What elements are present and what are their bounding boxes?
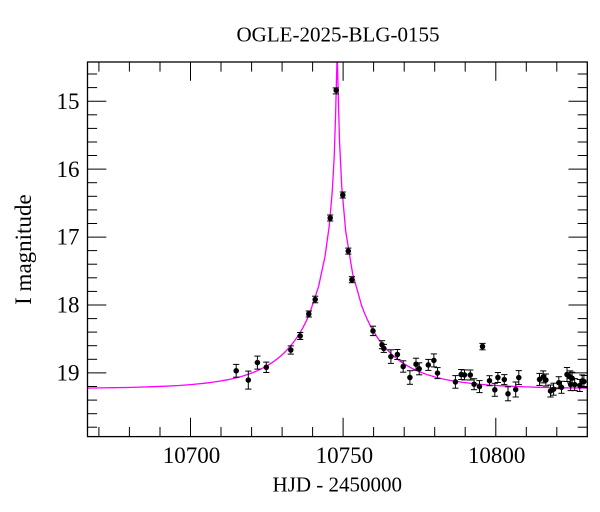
svg-text:HJD - 2450000: HJD - 2450000 bbox=[273, 473, 403, 497]
svg-text:I magnitude: I magnitude bbox=[11, 194, 36, 305]
svg-text:10800: 10800 bbox=[468, 443, 526, 468]
svg-text:10700: 10700 bbox=[163, 443, 221, 468]
svg-text:19: 19 bbox=[57, 361, 80, 386]
svg-text:16: 16 bbox=[57, 157, 80, 182]
svg-text:18: 18 bbox=[57, 293, 80, 318]
svg-text:17: 17 bbox=[57, 225, 80, 250]
svg-text:OGLE-2025-BLG-0155: OGLE-2025-BLG-0155 bbox=[237, 22, 440, 46]
svg-text:15: 15 bbox=[57, 89, 80, 114]
svg-text:10750: 10750 bbox=[316, 443, 374, 468]
